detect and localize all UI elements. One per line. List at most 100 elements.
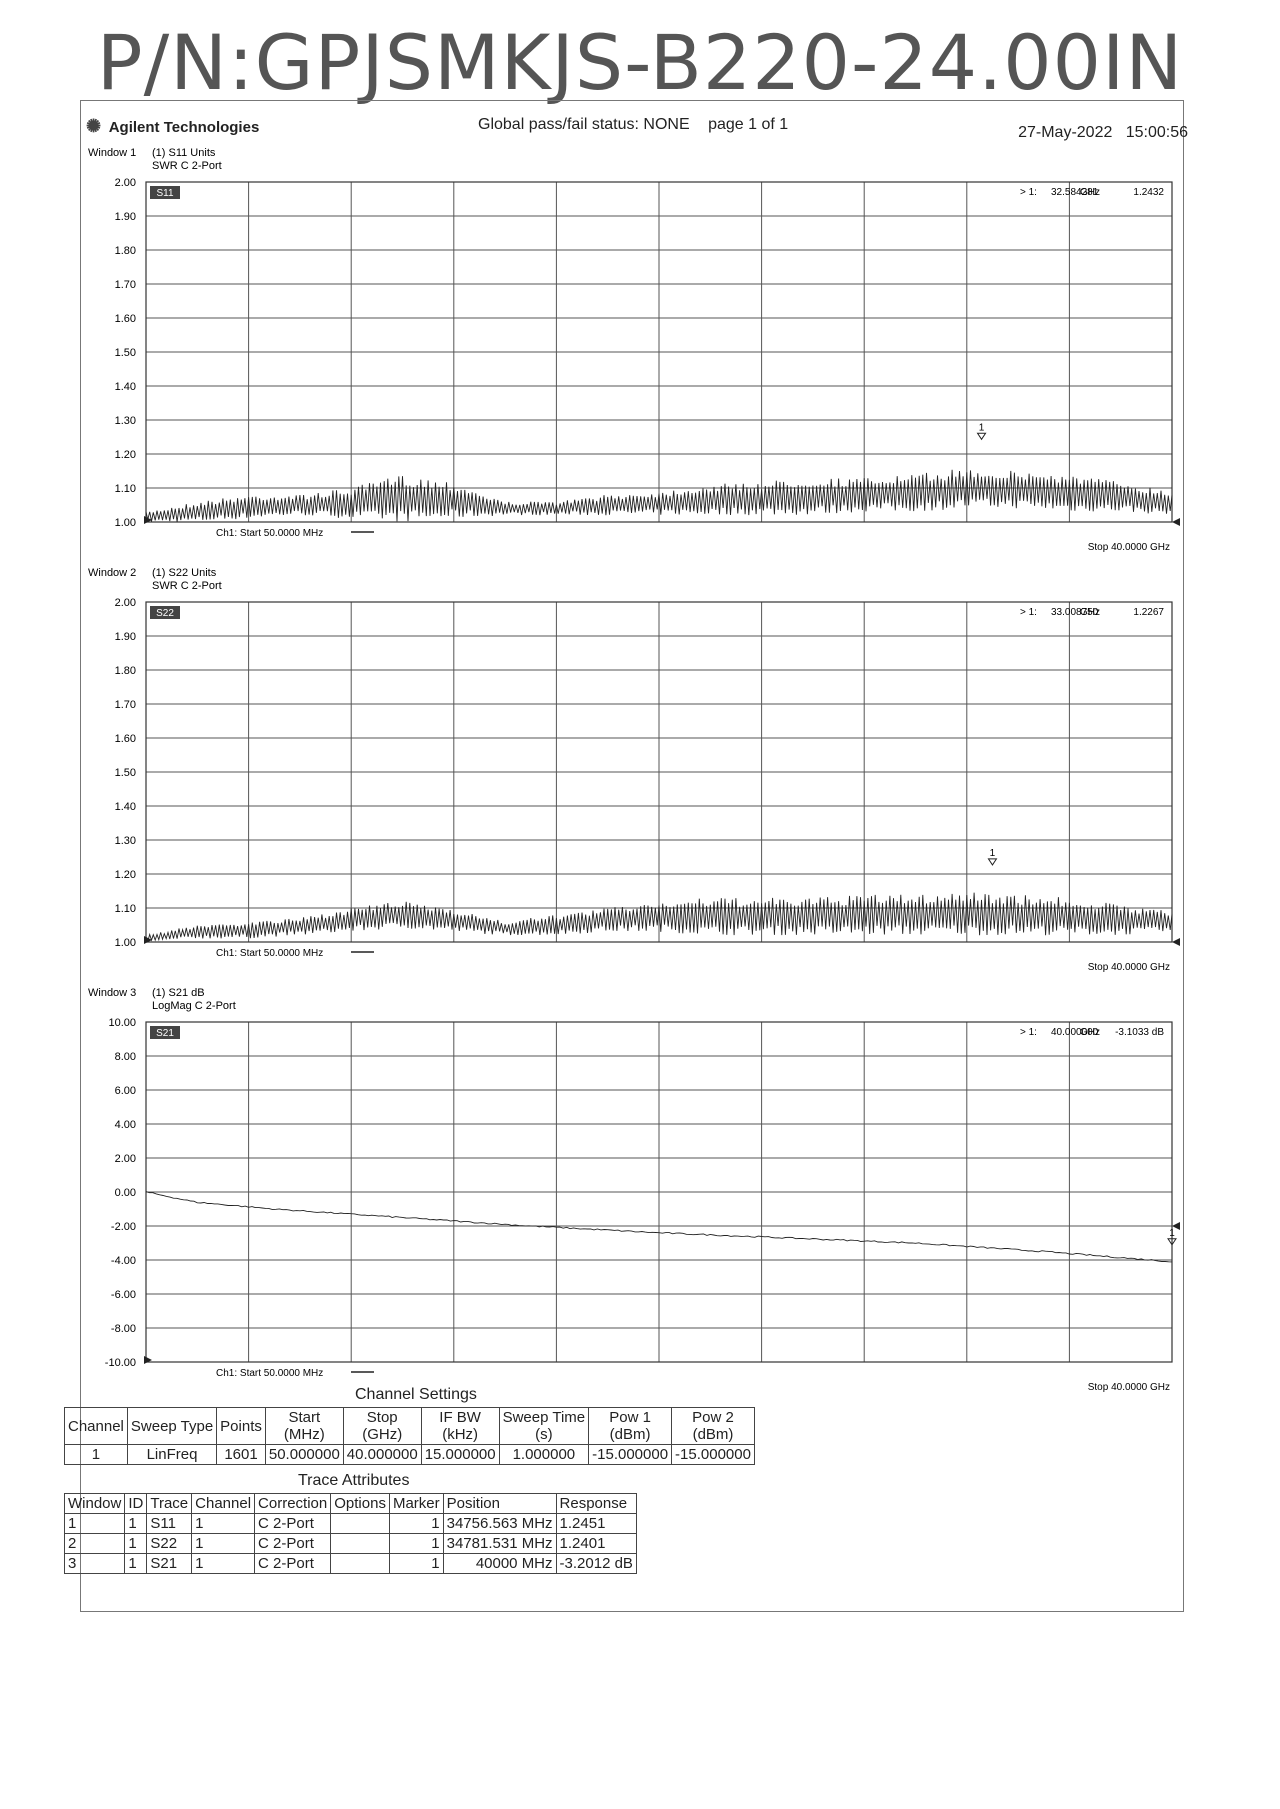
y-tick-label: 1.10 (115, 903, 136, 915)
trace-attributes-cell: C 2-Port (254, 1533, 332, 1554)
data-trace-s22 (145, 892, 1173, 943)
trace-attributes-cell: 3 (63, 1553, 126, 1574)
channel-settings-cell: 1.000000 (498, 1444, 590, 1465)
marker-frequency: 33.008750 (1051, 607, 1099, 618)
channel-settings-header: Pow 2 (dBm) (671, 1407, 755, 1445)
channel-settings-header: Pow 1 (dBm) (588, 1407, 673, 1445)
channel-settings-table: Channel Sweep Type Points Start (MHz) Stop (… (64, 1407, 755, 1465)
window-label: Window 3 (88, 987, 136, 999)
marker-symbol (1167, 1238, 1177, 1246)
channel-settings-cell: 1601 (216, 1444, 266, 1465)
channel-settings-cell: -15.000000 (588, 1444, 673, 1465)
window-label: Window 2 (88, 567, 136, 579)
y-tick-label: -10.00 (105, 1357, 136, 1369)
trace-attributes-row: 1 1 S11 1 C 2-Port 1 34756.563 MHz 1.2451 (63, 1513, 637, 1534)
reference-arrow-right (1172, 1222, 1180, 1230)
reference-arrow-right (1172, 938, 1180, 946)
trace-attributes-header-row: Window ID Trace Channel Correction Options Mar… (63, 1493, 637, 1514)
y-tick-label: 1.10 (115, 483, 136, 495)
trace-attributes-cell: S22 (146, 1533, 193, 1554)
data-trace-s21 (145, 1191, 1173, 1263)
channel-settings-header: Start (MHz) (264, 1407, 344, 1445)
y-tick-label: 1.60 (115, 313, 136, 325)
reference-arrow-left (144, 1356, 152, 1364)
y-tick-label: 6.00 (115, 1085, 136, 1097)
part-number: P/N:GPJSMKJS-B220-24.00IN (96, 18, 1184, 107)
trace-attributes-title: Trace Attributes (298, 1472, 410, 1489)
y-tick-label: 1.60 (115, 733, 136, 745)
y-tick-label: 1.80 (115, 245, 136, 257)
sweep-stop-label: Stop 40.0000 GHz (1088, 962, 1170, 973)
y-tick-label: 8.00 (115, 1051, 136, 1063)
y-tick-label: 1.40 (115, 381, 136, 393)
trace-badge-label: S22 (156, 608, 174, 619)
trace-attributes-cell (330, 1553, 390, 1574)
trace-attributes-cell: 1 (124, 1553, 148, 1574)
trace-attributes-row: 2 1 S22 1 C 2-Port 1 34781.531 MHz 1.2401 (63, 1533, 637, 1554)
trace-badge-label: S11 (156, 188, 173, 199)
marker-unit: GHz (1080, 187, 1100, 198)
y-tick-label: 1.20 (115, 869, 136, 881)
channel-settings-cell: -15.000000 (671, 1444, 755, 1465)
trace-title: (1) S21 dB (152, 987, 205, 999)
printout-sheet (80, 100, 1184, 1612)
sweep-stop-label: Stop 40.0000 GHz (1088, 542, 1170, 553)
plot-grid (145, 601, 1173, 943)
marker-id: 1 (1169, 1228, 1175, 1239)
y-tick-label: 1.50 (115, 347, 136, 359)
marker-prefix: > 1: (1020, 607, 1037, 618)
marker-id: 1 (979, 422, 985, 433)
trace-attributes-cell: 1.2401 (555, 1533, 637, 1554)
trace-attributes-header: Channel (191, 1493, 256, 1514)
y-tick-label: 1.40 (115, 801, 136, 813)
marker-value: -3.1033 dB (1115, 1027, 1164, 1038)
trace-badge-box (150, 1026, 180, 1039)
marker-prefix: > 1: (1020, 187, 1037, 198)
report-header: ✺ Agilent Technologies Global pass/fail … (80, 110, 1188, 150)
sweep-start-label: Ch1: Start 50.0000 MHz (216, 1368, 323, 1379)
trace-attributes-table: Window ID Trace Channel Correction Options Mar… (63, 1493, 637, 1574)
reference-arrow-right (1172, 518, 1180, 526)
sweep-stop-label: Stop 40.0000 GHz (1088, 1382, 1170, 1393)
page-indicator: page 1 of 1 (708, 116, 789, 133)
trace-attributes-header: ID (124, 1493, 148, 1514)
global-status: Global pass/fail status: NONE page 1 of … (478, 116, 788, 134)
trace-badge-box (150, 186, 180, 199)
y-tick-label: 10.00 (108, 1017, 136, 1029)
marker-value: 1.2267 (1133, 607, 1164, 618)
marker-value: 1.2432 (1133, 187, 1164, 198)
y-tick-label: 1.80 (115, 665, 136, 677)
plot-border (145, 181, 1173, 523)
trace-attributes-cell: S21 (146, 1553, 193, 1574)
y-tick-label: 1.90 (115, 631, 136, 643)
sweep-start-label: Ch1: Start 50.0000 MHz (216, 528, 323, 539)
trace-attributes-cell: -3.2012 dB (555, 1553, 637, 1574)
trace-attributes-header: Window (63, 1493, 126, 1514)
trace-attributes-cell: 40000 MHz (442, 1553, 557, 1574)
plot-border (145, 601, 1173, 943)
date-text: 27-May-2022 (1018, 124, 1113, 141)
marker-symbol (987, 858, 998, 866)
marker-frequency: 32.584281 (1051, 187, 1099, 198)
sweep-start-label: Ch1: Start 50.0000 MHz (216, 948, 323, 959)
channel-settings-header: Channel (64, 1407, 128, 1445)
trace-attributes-cell: 1 (124, 1533, 148, 1554)
trace-attributes-cell: 34781.531 MHz (442, 1533, 557, 1554)
trace-attributes-cell: S11 (146, 1513, 193, 1534)
trace-attributes-cell: 1 (191, 1553, 256, 1574)
trace-title: (1) S22 Units (152, 567, 217, 579)
y-tick-label: -2.00 (111, 1221, 136, 1233)
y-tick-label: 2.00 (115, 1153, 136, 1165)
trace-badge-box (150, 606, 180, 619)
y-tick-label: 1.70 (115, 699, 136, 711)
y-tick-label: 1.70 (115, 279, 136, 291)
trace-attributes-cell: 1 (124, 1513, 148, 1534)
marker-frequency: 40.000000 (1051, 1027, 1099, 1038)
trace-attributes-header: Trace (146, 1493, 193, 1514)
channel-settings-header: Sweep Time (s) (498, 1407, 590, 1445)
channel-settings-cell: 40.000000 (342, 1444, 422, 1465)
trace-format: SWR C 2-Port (152, 160, 222, 172)
trace-attributes-cell: 1 (191, 1533, 256, 1554)
y-tick-label: 2.00 (115, 597, 136, 609)
